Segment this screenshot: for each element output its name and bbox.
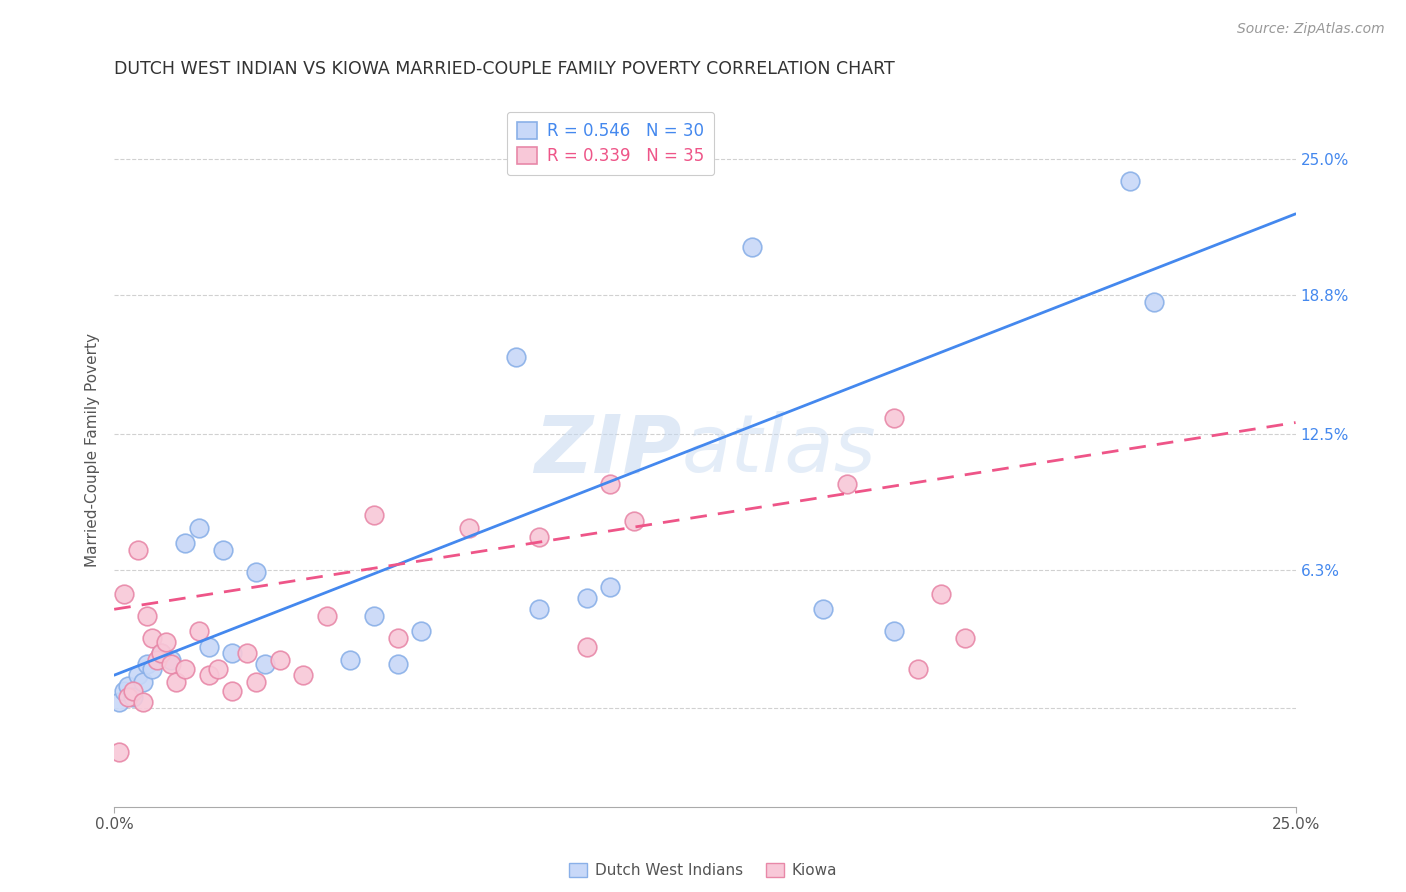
Text: Source: ZipAtlas.com: Source: ZipAtlas.com — [1237, 22, 1385, 37]
Point — [155, 635, 177, 649]
Point — [141, 662, 163, 676]
Point — [929, 587, 952, 601]
Point — [811, 602, 834, 616]
Point — [505, 350, 527, 364]
Point — [174, 662, 197, 676]
Point — [141, 631, 163, 645]
Point — [197, 640, 219, 654]
Point — [165, 674, 187, 689]
Legend: R = 0.546   N = 30, R = 0.339   N = 35: R = 0.546 N = 30, R = 0.339 N = 35 — [506, 112, 714, 175]
Point — [174, 536, 197, 550]
Point — [387, 631, 409, 645]
Point — [292, 668, 315, 682]
Point — [363, 608, 385, 623]
Point — [1119, 174, 1142, 188]
Point — [160, 653, 183, 667]
Point — [575, 591, 598, 606]
Point — [599, 580, 621, 594]
Point — [883, 411, 905, 425]
Point — [315, 608, 337, 623]
Point — [269, 653, 291, 667]
Point — [150, 646, 173, 660]
Y-axis label: Married-Couple Family Poverty: Married-Couple Family Poverty — [86, 333, 100, 567]
Point — [197, 668, 219, 682]
Point — [122, 683, 145, 698]
Point — [529, 602, 551, 616]
Point — [1143, 294, 1166, 309]
Point — [411, 624, 433, 639]
Text: atlas: atlas — [682, 411, 876, 489]
Point — [221, 646, 243, 660]
Legend: Dutch West Indians, Kiowa: Dutch West Indians, Kiowa — [562, 857, 844, 884]
Text: DUTCH WEST INDIAN VS KIOWA MARRIED-COUPLE FAMILY POVERTY CORRELATION CHART: DUTCH WEST INDIAN VS KIOWA MARRIED-COUPL… — [114, 60, 896, 78]
Point — [835, 477, 858, 491]
Point — [131, 694, 153, 708]
Point — [741, 240, 763, 254]
Point — [117, 690, 139, 705]
Point — [623, 515, 645, 529]
Point — [363, 508, 385, 522]
Point — [457, 521, 479, 535]
Point — [907, 662, 929, 676]
Point — [117, 679, 139, 693]
Point — [339, 653, 361, 667]
Point — [245, 674, 267, 689]
Point — [145, 653, 167, 667]
Point — [108, 745, 131, 759]
Point — [883, 624, 905, 639]
Point — [212, 543, 235, 558]
Point — [207, 662, 229, 676]
Point — [529, 530, 551, 544]
Point — [127, 543, 149, 558]
Point — [221, 683, 243, 698]
Point — [188, 624, 211, 639]
Point — [599, 477, 621, 491]
Point — [112, 587, 135, 601]
Point — [112, 683, 135, 698]
Point — [127, 668, 149, 682]
Point — [108, 694, 131, 708]
Point — [254, 657, 277, 672]
Point — [160, 657, 183, 672]
Point — [122, 690, 145, 705]
Point — [136, 657, 159, 672]
Point — [245, 565, 267, 579]
Point — [136, 608, 159, 623]
Point — [575, 640, 598, 654]
Point — [188, 521, 211, 535]
Text: ZIP: ZIP — [534, 411, 682, 489]
Point — [131, 674, 153, 689]
Point — [953, 631, 976, 645]
Point — [387, 657, 409, 672]
Point — [150, 646, 173, 660]
Point — [235, 646, 257, 660]
